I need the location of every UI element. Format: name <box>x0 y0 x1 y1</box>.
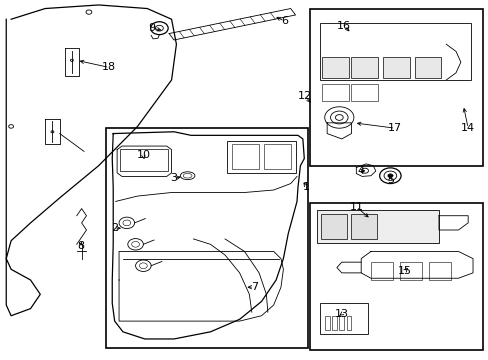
Bar <box>339 316 344 330</box>
Bar <box>319 303 368 334</box>
Bar <box>428 262 450 280</box>
Bar <box>309 203 482 350</box>
Text: 17: 17 <box>387 123 402 133</box>
Circle shape <box>387 174 392 177</box>
Text: 14: 14 <box>460 123 474 133</box>
Bar <box>351 57 377 78</box>
Bar <box>351 84 377 102</box>
Text: 18: 18 <box>102 63 116 72</box>
Text: 6: 6 <box>280 16 287 26</box>
Text: 5: 5 <box>386 175 393 185</box>
Text: 16: 16 <box>337 21 350 31</box>
Bar <box>264 144 290 169</box>
Text: 3: 3 <box>170 173 177 183</box>
Bar <box>322 57 348 78</box>
Text: 7: 7 <box>250 282 257 292</box>
Text: 10: 10 <box>136 150 150 160</box>
Text: 13: 13 <box>334 309 348 319</box>
Bar <box>399 262 421 280</box>
Bar <box>227 141 295 173</box>
Text: 11: 11 <box>348 202 363 212</box>
Bar <box>370 262 392 280</box>
Bar <box>321 214 346 239</box>
Bar <box>324 316 329 330</box>
Bar <box>106 128 307 348</box>
Bar <box>309 9 482 166</box>
Text: 12: 12 <box>298 91 312 101</box>
Bar <box>322 84 348 102</box>
Bar <box>331 316 336 330</box>
Bar <box>120 149 167 171</box>
Bar <box>346 316 351 330</box>
Bar <box>382 57 409 78</box>
Text: 15: 15 <box>397 266 411 276</box>
Text: 4: 4 <box>357 166 364 176</box>
Bar <box>317 210 438 243</box>
Text: 9: 9 <box>148 23 155 33</box>
Bar <box>232 144 259 169</box>
Bar <box>351 214 376 239</box>
Text: 1: 1 <box>303 182 309 192</box>
Text: 2: 2 <box>110 223 118 233</box>
Bar <box>414 57 441 78</box>
Bar <box>319 23 469 80</box>
Text: 8: 8 <box>77 241 84 251</box>
